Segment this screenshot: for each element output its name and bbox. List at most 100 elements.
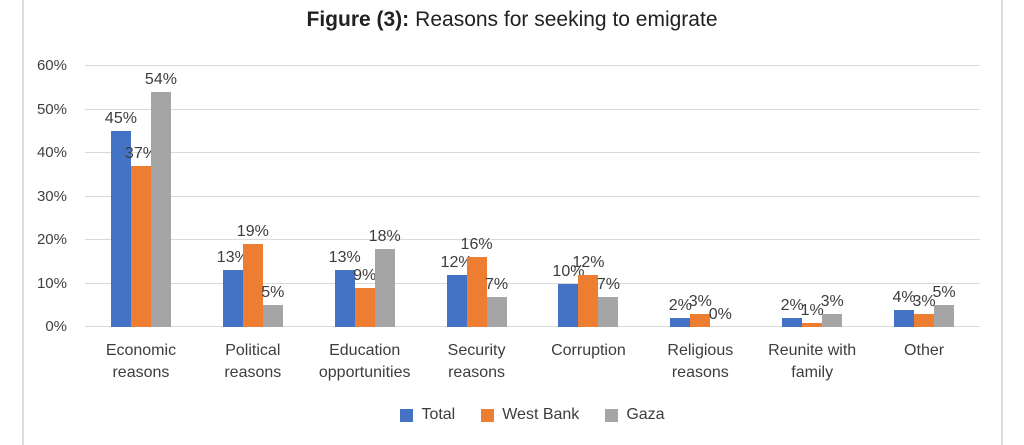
- legend: Total West Bank Gaza: [85, 406, 980, 424]
- bar-value-label: 13%: [328, 249, 361, 267]
- chart-title-prefix: Figure (3):: [306, 8, 410, 31]
- plot-area: [85, 65, 980, 327]
- gridline: [85, 152, 980, 153]
- y-axis-tick-label: 10%: [36, 274, 67, 292]
- x-axis-category-label: Economic reasons: [105, 342, 177, 382]
- bar-slot-west-bank: 37%: [125, 66, 157, 327]
- bar-slot-total: 13%: [217, 66, 249, 327]
- bar-west-bank: [690, 313, 711, 327]
- bar-west-bank: [466, 257, 487, 327]
- y-axis-tick-label: 50%: [36, 100, 67, 118]
- bar-value-label: 2%: [780, 297, 804, 315]
- bar-value-label: 19%: [236, 223, 269, 241]
- bar-group: 2% 3% 0%: [644, 66, 756, 327]
- bar-gaza: [374, 248, 395, 327]
- bar-slot-total: 2%: [780, 66, 804, 327]
- gridline: [85, 282, 980, 284]
- bar-total: [782, 318, 803, 327]
- bar-slot-gaza: 0%: [708, 66, 732, 327]
- bar-value-label: 16%: [460, 236, 493, 254]
- bar-slot-gaza: 3%: [820, 66, 844, 327]
- bar-slot-west-bank: 3%: [688, 66, 712, 327]
- bars-area: 45% 37% 54% 13% 19% 5% 13% 9% 18% 12% 16% 7% 10% 12% 7…: [85, 66, 980, 327]
- bar-slot-total: 45%: [105, 66, 137, 327]
- x-axis-category-label: Corruption: [551, 342, 626, 359]
- bar-gaza: [822, 313, 843, 327]
- bar-gaza: [934, 305, 955, 327]
- bar-slot-total: 13%: [329, 66, 361, 327]
- y-axis: 0% 10% 20% 30% 40% 50% 60%: [18, 57, 67, 335]
- chart-title-text: Reasons for seeking to emigrate: [415, 8, 718, 31]
- bar-value-label: 12%: [572, 253, 605, 271]
- x-axis-labels: Economic reasons Political reasons Educati…: [85, 340, 980, 385]
- y-axis-tick-label: 20%: [36, 231, 67, 248]
- legend-item-gaza: Gaza: [605, 406, 665, 424]
- bar-west-bank: [578, 274, 599, 327]
- bar-value-label: 12%: [440, 253, 473, 271]
- bar-group: 13% 19% 5%: [197, 66, 309, 327]
- y-axis-tick-label: 40%: [36, 144, 67, 161]
- bar-value-label: 3%: [912, 292, 936, 310]
- bar-value-label: 54%: [144, 71, 177, 89]
- bar-value-label: 45%: [104, 110, 137, 128]
- bar-value-label: 4%: [892, 288, 916, 306]
- gridline: [85, 65, 980, 66]
- bar-value-label: 9%: [353, 266, 377, 284]
- bar-slot-total: 4%: [892, 66, 916, 327]
- x-axis-category-label: Other: [904, 342, 945, 359]
- bar-value-label: 3%: [820, 292, 844, 310]
- bar-group: 13% 9% 18%: [309, 66, 421, 327]
- bar-west-bank: [242, 244, 263, 327]
- bar-slot-west-bank: 16%: [461, 66, 493, 327]
- x-axis-category-label: Education opportunities: [318, 342, 411, 382]
- bar-value-label: 3%: [688, 292, 712, 310]
- bar-value-label: 0%: [708, 306, 732, 323]
- bar-gaza: [486, 296, 507, 327]
- x-axis-category-label: Reunite with family: [768, 342, 857, 382]
- x-axis-category-label: Religious reasons: [667, 342, 734, 382]
- legend-swatch-icon: [605, 408, 619, 422]
- bar-value-label: 18%: [368, 227, 401, 245]
- bar-slot-gaza: 18%: [369, 66, 401, 327]
- bar-total: [894, 309, 915, 327]
- bar-total: [334, 270, 355, 327]
- bar-value-label: 10%: [552, 262, 585, 280]
- bar-value-label: 7%: [485, 275, 509, 293]
- legend-swatch-icon: [400, 408, 414, 422]
- bar-gaza: [150, 92, 171, 327]
- bar-value-label: 1%: [800, 301, 824, 319]
- bar-total: [558, 283, 579, 327]
- bar-group: 10% 12% 7%: [533, 66, 645, 327]
- gridline: [85, 195, 980, 197]
- gridline: [85, 239, 980, 240]
- bar-west-bank: [130, 166, 151, 327]
- bar-slot-west-bank: 12%: [572, 66, 604, 327]
- bar-slot-gaza: 54%: [145, 66, 177, 327]
- chart-title: Figure (3): Reasons for seeking to emigra…: [0, 8, 1024, 32]
- bar-slot-total: 2%: [669, 66, 692, 327]
- y-axis-tick-label: 0%: [45, 318, 67, 335]
- bar-value-label: 13%: [216, 249, 249, 267]
- bar-slot-gaza: 5%: [933, 66, 956, 327]
- bar-total: [222, 270, 243, 327]
- bar-group: 2% 1% 3%: [756, 66, 868, 327]
- x-axis-category-label: Security reasons: [447, 342, 506, 382]
- gridline: [85, 108, 980, 110]
- legend-label: West Bank: [502, 406, 580, 423]
- bar-slot-gaza: 5%: [261, 66, 284, 327]
- bar-total: [110, 131, 131, 327]
- y-axis-tick-label: 30%: [36, 187, 67, 205]
- bar-slot-total: 12%: [441, 66, 473, 327]
- bar-group: 45% 37% 54%: [85, 66, 197, 327]
- bar-slot-gaza: 7%: [597, 66, 620, 327]
- y-axis-tick-label: 60%: [36, 57, 67, 74]
- legend-item-total: Total: [400, 406, 455, 424]
- legend-label: Total: [421, 406, 456, 423]
- bar-value-label: 37%: [124, 145, 157, 163]
- bar-slot-west-bank: 1%: [800, 66, 824, 327]
- legend-swatch-icon: [481, 408, 495, 422]
- legend-item-west-bank: West Bank: [481, 406, 579, 424]
- bar-gaza: [262, 305, 283, 327]
- bar-group: 4% 3% 5%: [868, 66, 980, 327]
- bar-slot-west-bank: 9%: [353, 66, 377, 327]
